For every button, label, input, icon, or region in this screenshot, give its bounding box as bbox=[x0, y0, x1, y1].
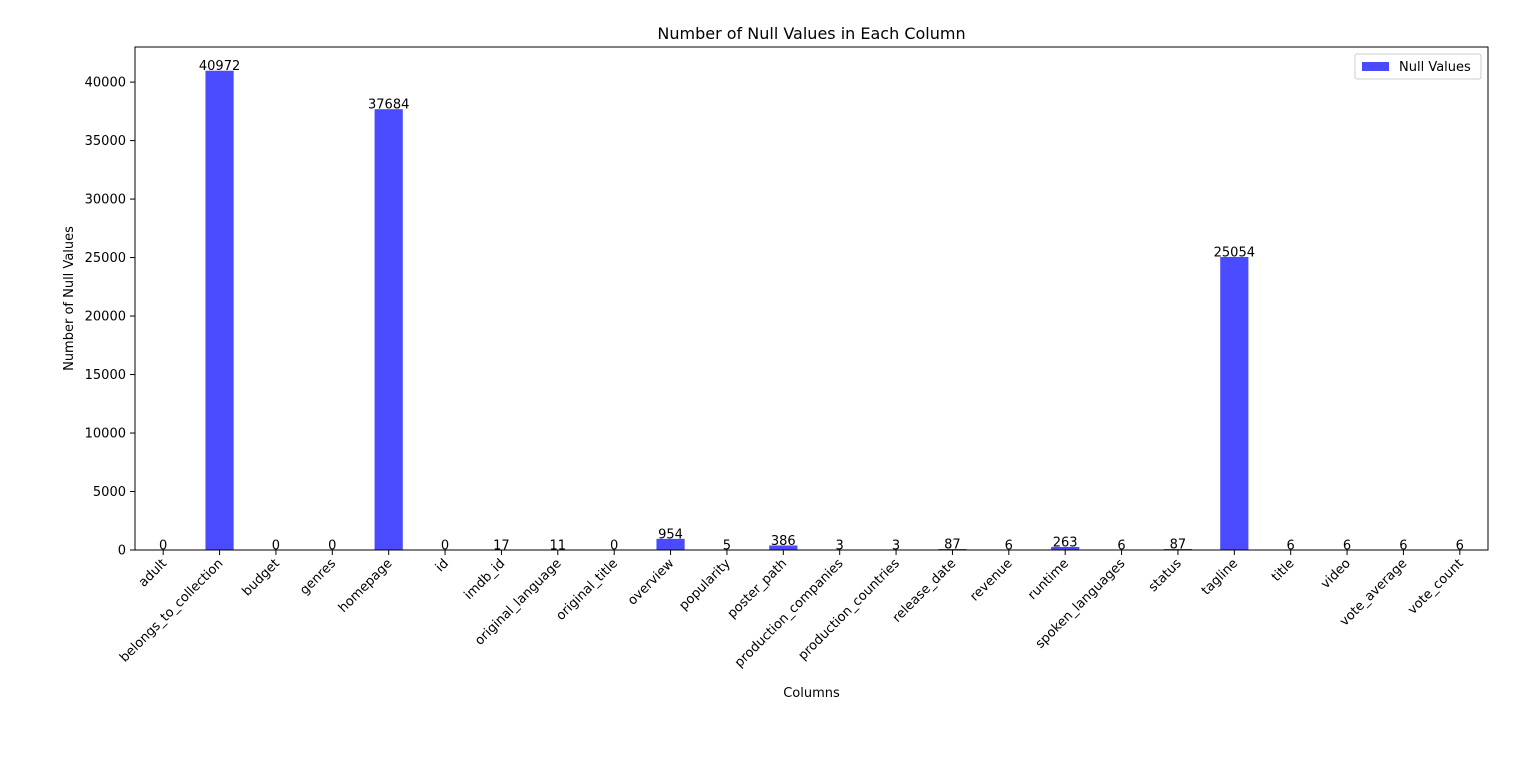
y-tick-label: 5000 bbox=[93, 485, 126, 500]
x-tick-label-video: video bbox=[1318, 556, 1354, 592]
data-label-video: 6 bbox=[1343, 538, 1351, 553]
data-label-budget: 0 bbox=[272, 539, 280, 554]
x-tick-label-belongs-to-collection: belongs_to_collection bbox=[117, 556, 226, 665]
x-tick-label-id: id bbox=[433, 556, 452, 575]
data-label-overview: 954 bbox=[658, 527, 683, 542]
bar-belongs-to-collection bbox=[205, 70, 234, 550]
x-tick-label-homepage: homepage bbox=[336, 556, 396, 616]
legend-swatch bbox=[1362, 62, 1389, 71]
x-tick-label-revenue: revenue bbox=[967, 556, 1015, 604]
data-label-tagline: 25054 bbox=[1214, 245, 1255, 260]
legend-box bbox=[1354, 53, 1482, 80]
data-label-genres: 0 bbox=[328, 539, 336, 554]
x-tick-label-popularity: popularity bbox=[676, 556, 734, 614]
x-tick-label-status: status bbox=[1146, 556, 1185, 595]
data-label-production-countries: 3 bbox=[892, 538, 900, 553]
bar-status bbox=[1163, 548, 1193, 550]
x-tick-label-title: title bbox=[1269, 556, 1298, 585]
y-axis-label: Number of Null Values bbox=[62, 226, 77, 371]
bars-layer bbox=[205, 70, 1474, 550]
y-tick-label: 35000 bbox=[85, 134, 126, 149]
data-label-production-companies: 3 bbox=[836, 538, 844, 553]
y-tick-label: 10000 bbox=[85, 427, 126, 442]
data-label-revenue: 6 bbox=[1005, 538, 1013, 553]
data-label-runtime: 263 bbox=[1053, 535, 1078, 550]
data-label-release-date: 87 bbox=[944, 537, 961, 552]
data-label-adult: 0 bbox=[159, 539, 167, 554]
x-tick-label-genres: genres bbox=[297, 556, 339, 598]
data-label-popularity: 5 bbox=[723, 538, 731, 553]
y-axis-ticks: 0 5000 10000 15000 20000 25000 30000 35000 40000 bbox=[85, 76, 135, 559]
bar-poster-path bbox=[769, 545, 798, 550]
data-label-homepage: 37684 bbox=[368, 98, 409, 113]
x-tick-label-vote-count: vote_count bbox=[1405, 556, 1466, 617]
y-tick-label: 20000 bbox=[85, 310, 126, 325]
y-tick-label: 15000 bbox=[85, 368, 126, 383]
y-tick-label: 40000 bbox=[85, 76, 126, 91]
x-tick-label-budget: budget bbox=[240, 556, 283, 599]
data-label-status: 87 bbox=[1170, 537, 1187, 552]
data-label-spoken-languages: 6 bbox=[1117, 538, 1125, 553]
data-label-belongs-to-collection: 40972 bbox=[199, 59, 240, 74]
x-tick-label-tagline: tagline bbox=[1199, 556, 1241, 598]
x-tick-label-runtime: runtime bbox=[1025, 556, 1072, 603]
plot-area-frame bbox=[134, 46, 1489, 551]
data-label-title: 6 bbox=[1287, 538, 1295, 553]
bar-overview bbox=[656, 538, 685, 550]
chart-title: Number of Null Values in Each Column bbox=[657, 24, 965, 43]
data-label-poster-path: 386 bbox=[771, 534, 796, 549]
x-tick-label-adult: adult bbox=[136, 556, 170, 590]
x-tick-label-imdb-id: imdb_id bbox=[461, 556, 508, 603]
y-tick-label: 30000 bbox=[85, 193, 126, 208]
x-tick-label-overview: overview bbox=[625, 556, 678, 609]
x-tick-label-production-countries: production_countries bbox=[796, 556, 903, 663]
x-tick-label-production-companies: production_companies bbox=[732, 556, 847, 671]
data-label-vote-count: 6 bbox=[1456, 538, 1464, 553]
x-axis-label: Columns bbox=[783, 686, 840, 701]
legend: Null Values bbox=[1354, 53, 1482, 80]
data-label-id: 0 bbox=[441, 539, 449, 554]
bar-release-date bbox=[938, 548, 967, 550]
bar-runtime bbox=[1051, 546, 1080, 550]
bar-homepage bbox=[374, 109, 403, 550]
data-label-vote-average: 6 bbox=[1399, 538, 1407, 553]
data-label-original-title: 0 bbox=[610, 539, 618, 554]
bar-tagline bbox=[1220, 256, 1249, 550]
y-tick-label: 0 bbox=[118, 544, 126, 559]
legend-label: Null Values bbox=[1399, 60, 1471, 75]
y-tick-label: 25000 bbox=[85, 251, 126, 266]
